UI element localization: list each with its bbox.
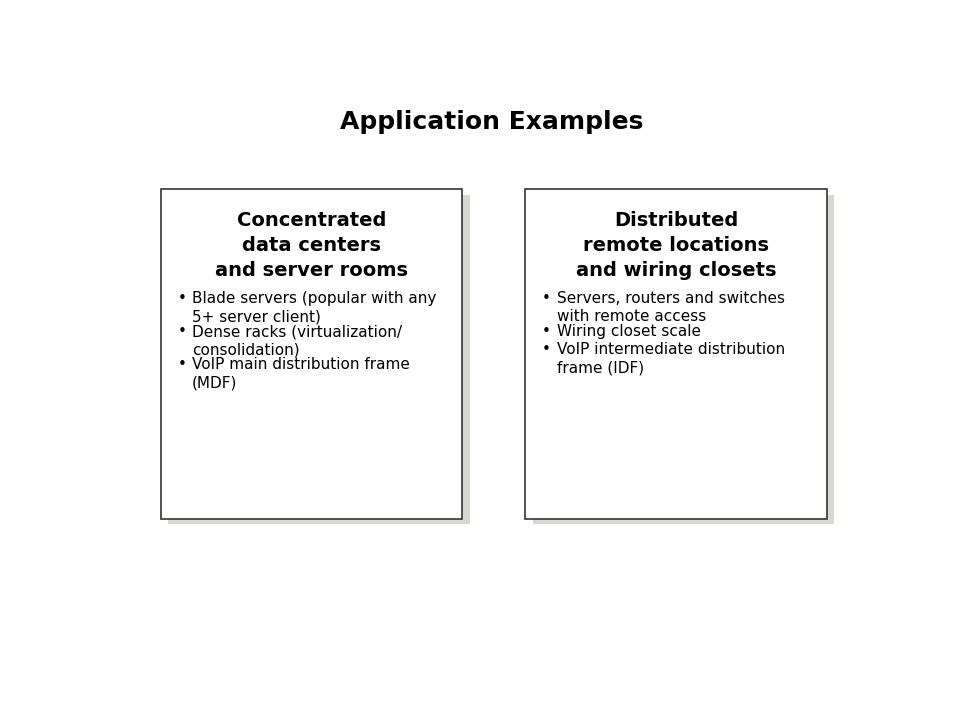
- FancyBboxPatch shape: [525, 189, 827, 519]
- Text: •: •: [541, 291, 551, 306]
- FancyBboxPatch shape: [533, 194, 834, 524]
- Text: Dense racks (virtualization/
consolidation): Dense racks (virtualization/ consolidati…: [192, 324, 402, 358]
- Text: VoIP intermediate distribution
frame (IDF): VoIP intermediate distribution frame (ID…: [557, 342, 785, 376]
- Text: Concentrated
data centers
and server rooms: Concentrated data centers and server roo…: [215, 211, 408, 280]
- Text: •: •: [178, 291, 186, 306]
- FancyBboxPatch shape: [168, 194, 469, 524]
- Text: •: •: [178, 357, 186, 372]
- Text: •: •: [541, 324, 551, 339]
- FancyBboxPatch shape: [161, 189, 463, 519]
- Text: Wiring closet scale: Wiring closet scale: [557, 324, 701, 339]
- Text: Distributed
remote locations
and wiring closets: Distributed remote locations and wiring …: [576, 211, 777, 280]
- Text: VoIP main distribution frame
(MDF): VoIP main distribution frame (MDF): [192, 357, 410, 391]
- Text: Application Examples: Application Examples: [340, 110, 644, 135]
- Text: Servers, routers and switches
with remote access: Servers, routers and switches with remot…: [557, 291, 784, 324]
- Text: Blade servers (popular with any
5+ server client): Blade servers (popular with any 5+ serve…: [192, 291, 437, 324]
- Text: •: •: [178, 324, 186, 339]
- Text: •: •: [541, 342, 551, 357]
